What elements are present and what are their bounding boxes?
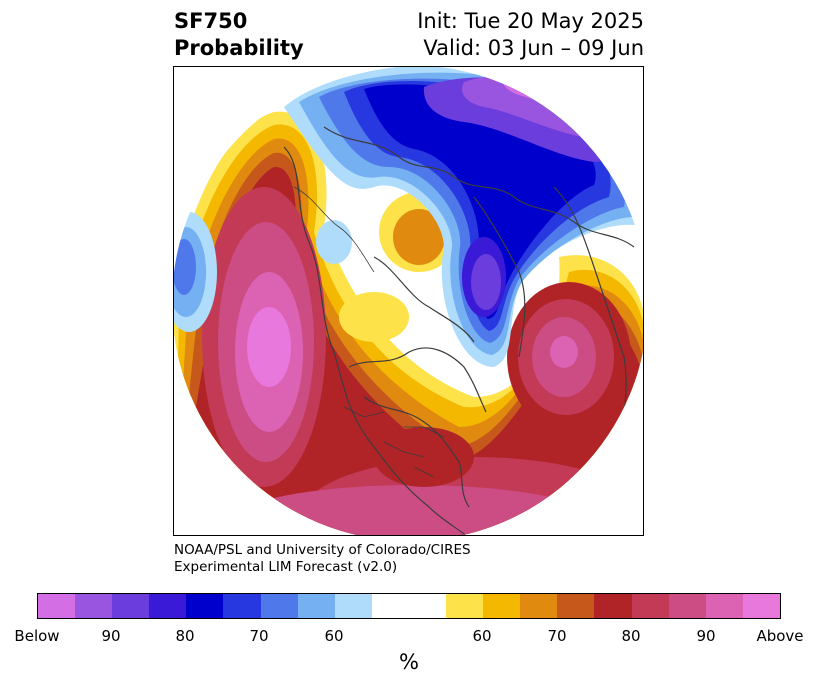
colorbar-cell — [223, 594, 261, 618]
colorbar-tick-label: 70 — [249, 627, 269, 645]
map-title: SF750 Probability — [174, 8, 304, 62]
colorbar-cell — [186, 594, 224, 618]
colorbar-cell — [557, 594, 595, 618]
colorbar-tick-label: 70 — [547, 627, 567, 645]
colorbar — [37, 593, 781, 619]
colorbar-cell — [408, 594, 447, 618]
init-date: Init: Tue 20 May 2025 — [417, 9, 644, 33]
above-normal-region — [174, 111, 643, 535]
colorbar-tick-label: Above — [756, 627, 804, 645]
colorbar-cell — [297, 594, 335, 618]
colorbar-tick-label: Below — [14, 627, 60, 645]
probability-field — [174, 67, 643, 535]
colorbar-tick-label: 80 — [175, 627, 195, 645]
colorbar-tick-label: 60 — [324, 627, 344, 645]
title-quantity: Probability — [174, 36, 304, 60]
polar-map — [173, 66, 644, 536]
credit-line1: NOAA/PSL and University of Colorado/CIRE… — [174, 542, 471, 558]
colorbar-cell — [75, 594, 113, 618]
credit-line2: Experimental LIM Forecast (v2.0) — [174, 558, 398, 575]
colorbar-cell — [631, 594, 669, 618]
colorbar-cell — [260, 594, 298, 618]
colorbar-unit: % — [399, 650, 419, 674]
colorbar-cell — [705, 594, 743, 618]
colorbar-cell — [371, 594, 409, 618]
colorbar-cell — [594, 594, 632, 618]
colorbar-tick-label: 60 — [472, 627, 492, 645]
colorbar-cell — [742, 594, 780, 618]
colorbar-cell — [112, 594, 150, 618]
forecast-dates: Init: Tue 20 May 2025 Valid: 03 Jun – 09… — [417, 8, 644, 62]
colorbar-cell — [334, 594, 372, 618]
colorbar-cell — [446, 594, 484, 618]
colorbar-cell — [668, 594, 706, 618]
colorbar-cell — [520, 594, 558, 618]
colorbar-tick-label: 90 — [696, 627, 716, 645]
colorbar-tick-label: 80 — [621, 627, 641, 645]
colorbar-cell — [483, 594, 521, 618]
colorbar-cell — [149, 594, 187, 618]
colorbar-tick-label: 90 — [101, 627, 121, 645]
credit-text: NOAA/PSL and University of Colorado/CIRE… — [174, 542, 471, 575]
valid-range: Valid: 03 Jun – 09 Jun — [423, 36, 644, 60]
title-variable: SF750 — [174, 9, 248, 33]
colorbar-cell — [38, 594, 76, 618]
